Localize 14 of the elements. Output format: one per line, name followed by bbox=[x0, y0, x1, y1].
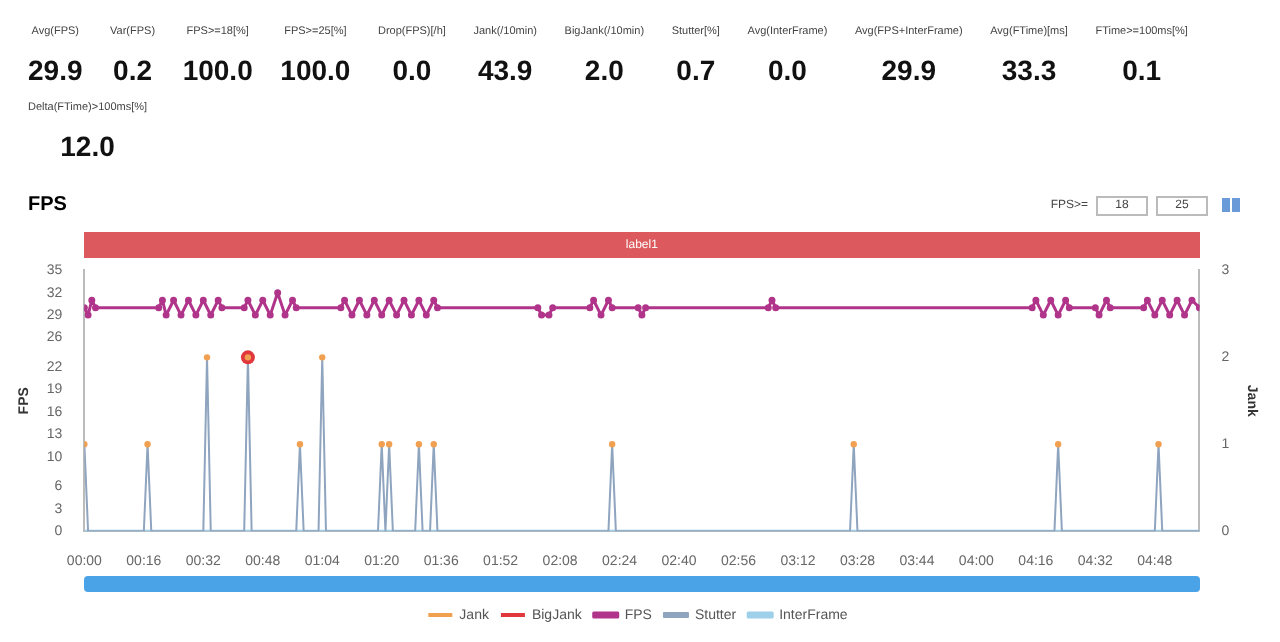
y-axis-title: FPS bbox=[28, 194, 67, 216]
data-label: 0.0 bbox=[392, 54, 432, 86]
data-label: 33.3 bbox=[1001, 54, 1057, 86]
data-label: 2.0 bbox=[584, 54, 624, 86]
data-label: 0.1 bbox=[1122, 54, 1162, 86]
data-label: 0.2 bbox=[113, 54, 153, 86]
data-label: 0.0 bbox=[767, 54, 807, 86]
data-label: 100.0 bbox=[182, 54, 253, 86]
data-label: 29.9 bbox=[28, 54, 83, 86]
data-label: 43.9 bbox=[477, 54, 533, 86]
data-label: 100.0 bbox=[280, 54, 351, 86]
data-label: 29.9 bbox=[881, 54, 937, 86]
data-label: 0.7 bbox=[676, 54, 716, 86]
data-label: 12.0 bbox=[60, 130, 115, 162]
